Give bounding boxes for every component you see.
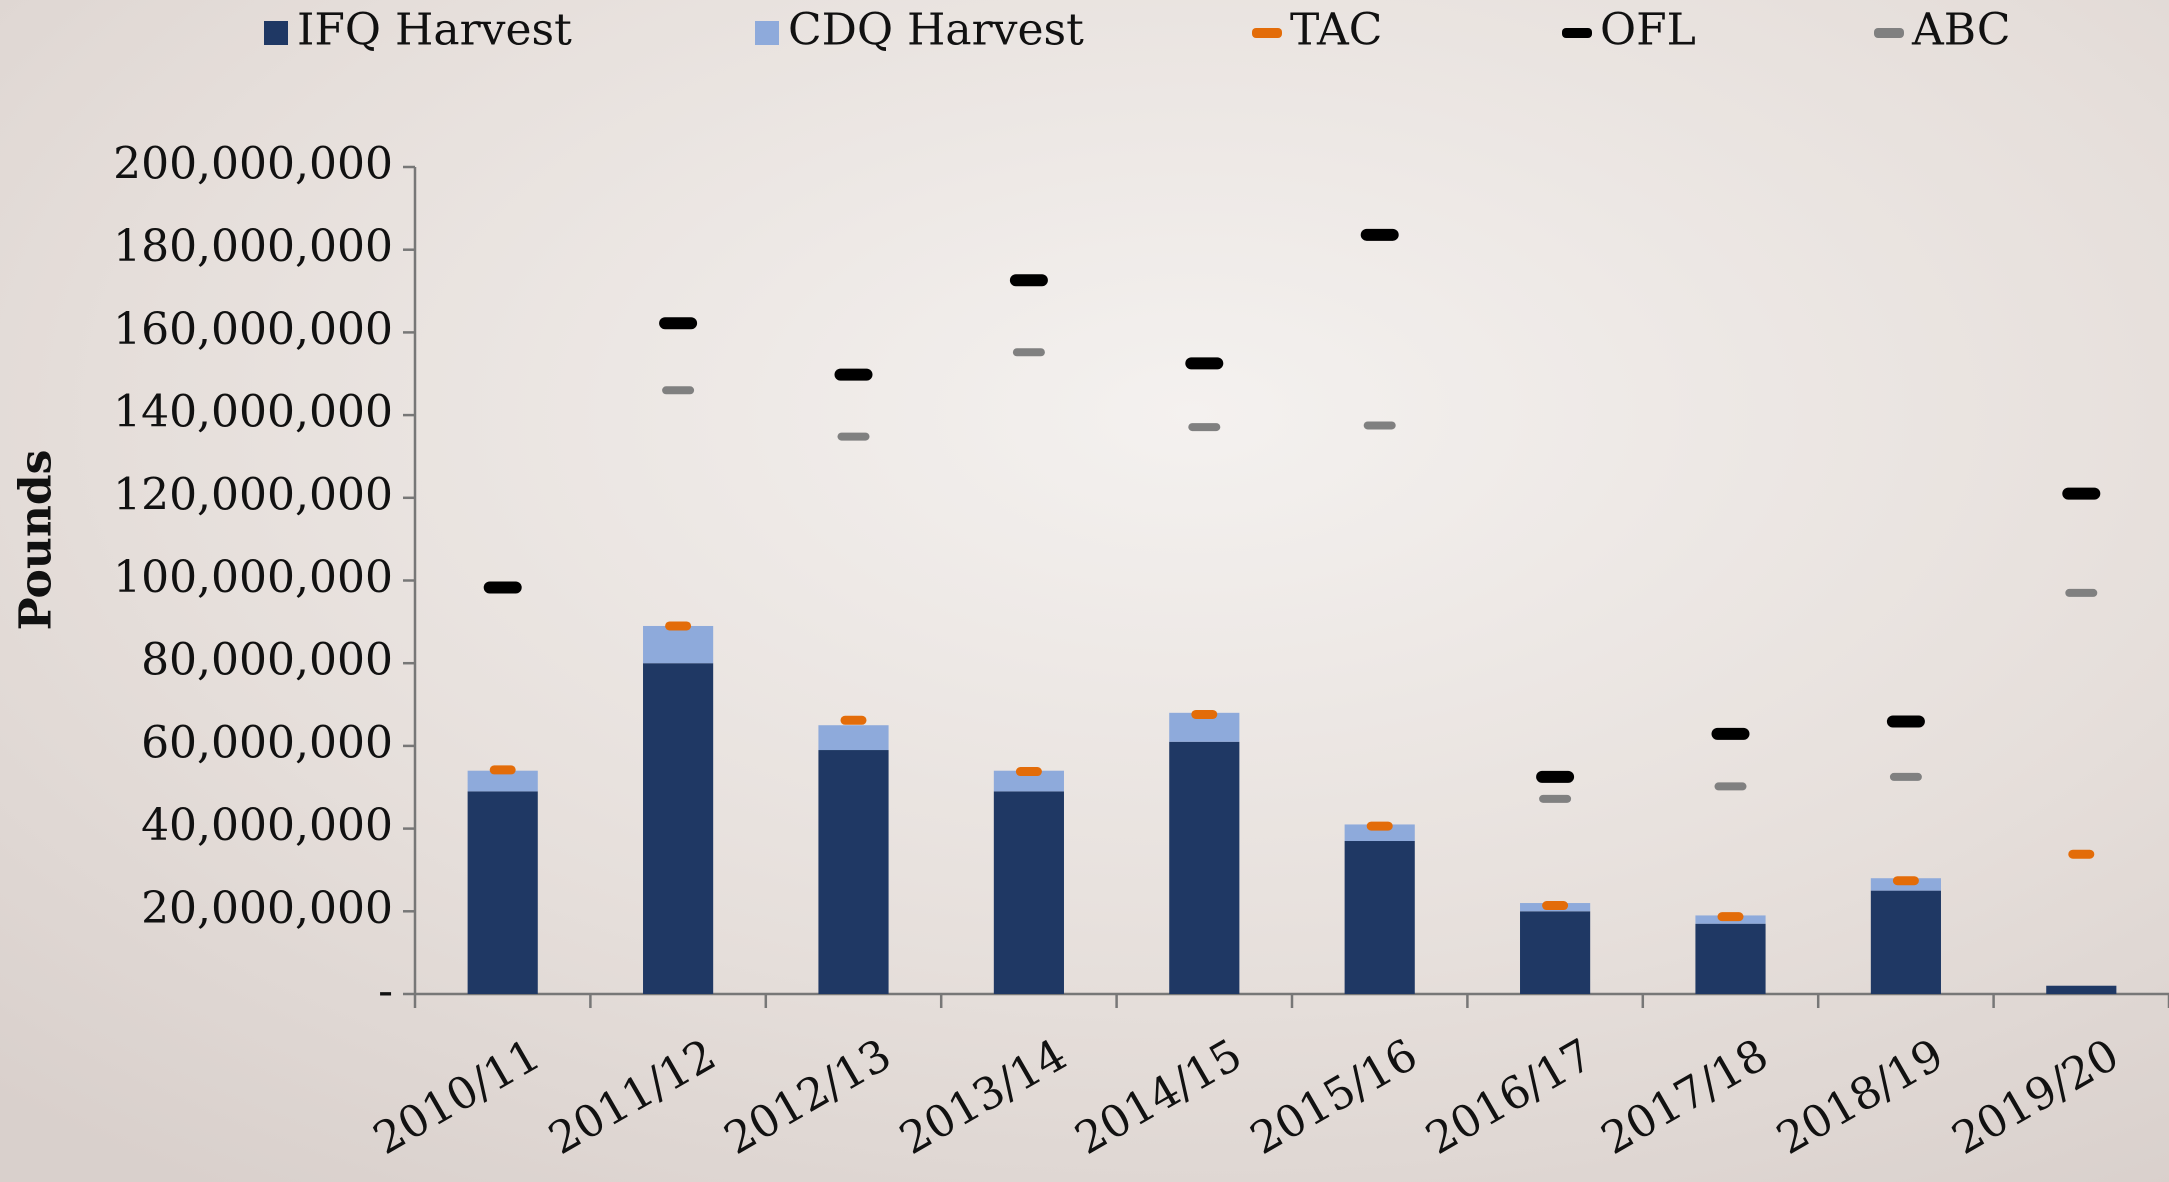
y-tick-label: 80,000,000 [141, 635, 393, 686]
marker [1892, 876, 1919, 886]
marker [665, 621, 692, 631]
y-tick-label: 60,000,000 [141, 717, 393, 768]
marker [1539, 794, 1572, 803]
marker [1188, 423, 1221, 432]
y-tick-label: 100,000,000 [113, 552, 393, 603]
legend-swatch [755, 21, 779, 45]
legend-swatch [264, 21, 288, 45]
y-tick-label: - [378, 966, 393, 1017]
legend-label: IFQ Harvest [297, 5, 572, 56]
y-tick-label: 180,000,000 [113, 221, 393, 272]
marker [1714, 782, 1747, 791]
bar [2046, 985, 2117, 994]
marker [1717, 912, 1744, 922]
legend-label: ABC [1911, 5, 2011, 56]
marker [1185, 357, 1224, 370]
legend-swatch [1562, 28, 1592, 38]
y-tick-label: 40,000,000 [141, 800, 393, 851]
marker [1889, 772, 1922, 781]
legend-swatch [1252, 28, 1282, 38]
marker [1886, 715, 1925, 728]
marker [1191, 709, 1218, 719]
bar [818, 750, 889, 994]
y-tick-label: 200,000,000 [113, 139, 393, 190]
marker [662, 386, 695, 395]
bar [993, 791, 1064, 994]
marker [1363, 421, 1396, 430]
marker [483, 581, 522, 594]
marker [2065, 588, 2098, 597]
legend-label: OFL [1600, 5, 1696, 56]
y-tick-label: 140,000,000 [113, 387, 393, 438]
marker [1366, 821, 1393, 831]
marker [1012, 348, 1045, 357]
bar [993, 770, 1064, 792]
bar [467, 770, 538, 792]
marker [1015, 767, 1042, 777]
marker [2062, 487, 2101, 500]
bar [1520, 911, 1591, 994]
bar [1695, 923, 1766, 994]
marker [1009, 274, 1048, 287]
marker [489, 765, 516, 775]
y-axis-label: Pounds [11, 450, 62, 631]
marker [1360, 228, 1399, 241]
bar [818, 725, 889, 751]
bar [643, 663, 714, 994]
marker [837, 432, 870, 441]
bar [1870, 890, 1941, 994]
marker [2068, 849, 2095, 859]
bar [467, 791, 538, 994]
marker [1711, 727, 1750, 740]
legend-label: TAC [1290, 5, 1382, 56]
y-tick-label: 160,000,000 [113, 304, 393, 355]
marker [659, 317, 698, 330]
marker [840, 715, 867, 725]
legend-label: CDQ Harvest [788, 5, 1084, 56]
bar [643, 625, 714, 664]
bar [1344, 841, 1415, 994]
bar [1169, 741, 1240, 994]
bar [1344, 824, 1415, 842]
marker [1542, 901, 1569, 911]
y-tick-label: 20,000,000 [141, 883, 393, 934]
y-tick-label: 120,000,000 [113, 469, 393, 520]
marker [834, 368, 873, 381]
legend-swatch [1874, 28, 1904, 38]
marker [1536, 770, 1575, 783]
